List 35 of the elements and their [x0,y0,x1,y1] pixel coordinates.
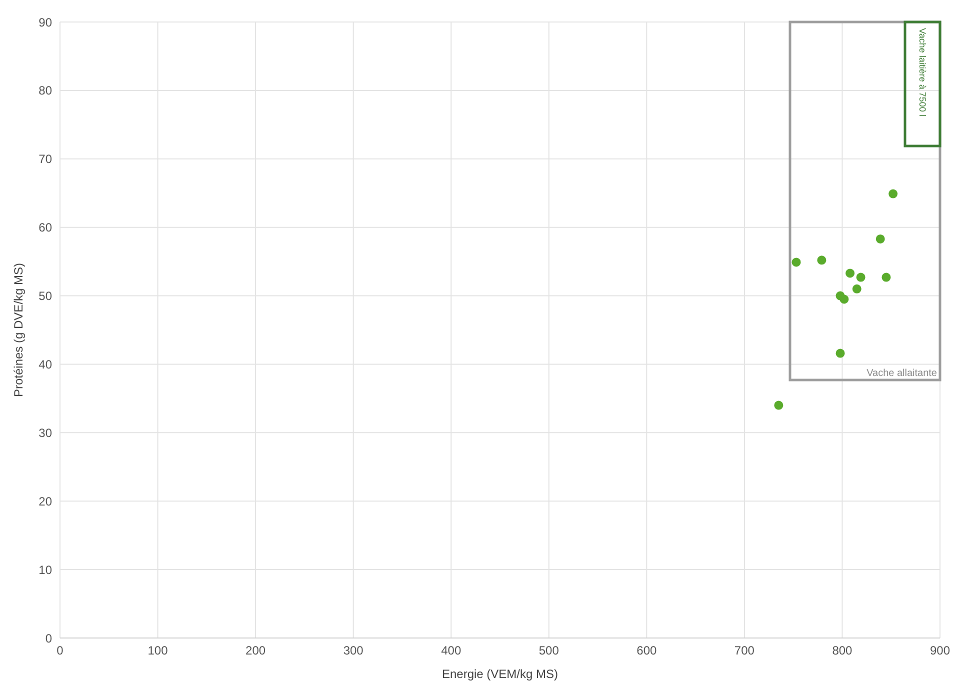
y-tick-label: 90 [38,15,52,30]
x-tick-label: 700 [734,644,755,658]
point [817,256,826,265]
point [882,272,891,282]
x-axis-title: Energie (VEM/kg MS) [442,667,558,681]
x-tick-label: 500 [538,644,560,658]
y-tick-label: 70 [38,152,52,166]
point [774,400,784,410]
x-tick-label: 400 [441,644,462,658]
point [846,268,855,278]
y-tick-label: 10 [38,562,52,577]
annotation: Vache laitière à 7500 l [918,28,928,116]
y-tick-label: 60 [38,220,52,235]
point [840,294,849,304]
x-tick-label: 100 [148,644,168,658]
x-tick-label: 200 [246,644,266,658]
point [792,258,801,267]
y-tick-label: 30 [38,426,52,440]
x-tick-label: 600 [636,644,657,658]
x-tick-label: 300 [343,644,364,658]
y-tick-label: 0 [45,631,52,646]
point [876,234,885,244]
x-tick-label: 900 [930,644,950,658]
y-tick-label: 50 [38,289,52,304]
point [836,348,845,358]
point [888,189,898,198]
y-tick-label: 40 [38,357,52,372]
x-tick-label: 0 [56,644,64,658]
point [856,272,866,282]
y-tick-label: 80 [38,84,52,98]
point [852,284,862,294]
y-axis-title: Protéines (g DVE/kg MS) [11,262,26,398]
annotation: Vache allaitante [866,368,938,379]
x-tick-label: 800 [832,644,853,658]
y-tick-label: 20 [38,494,52,508]
